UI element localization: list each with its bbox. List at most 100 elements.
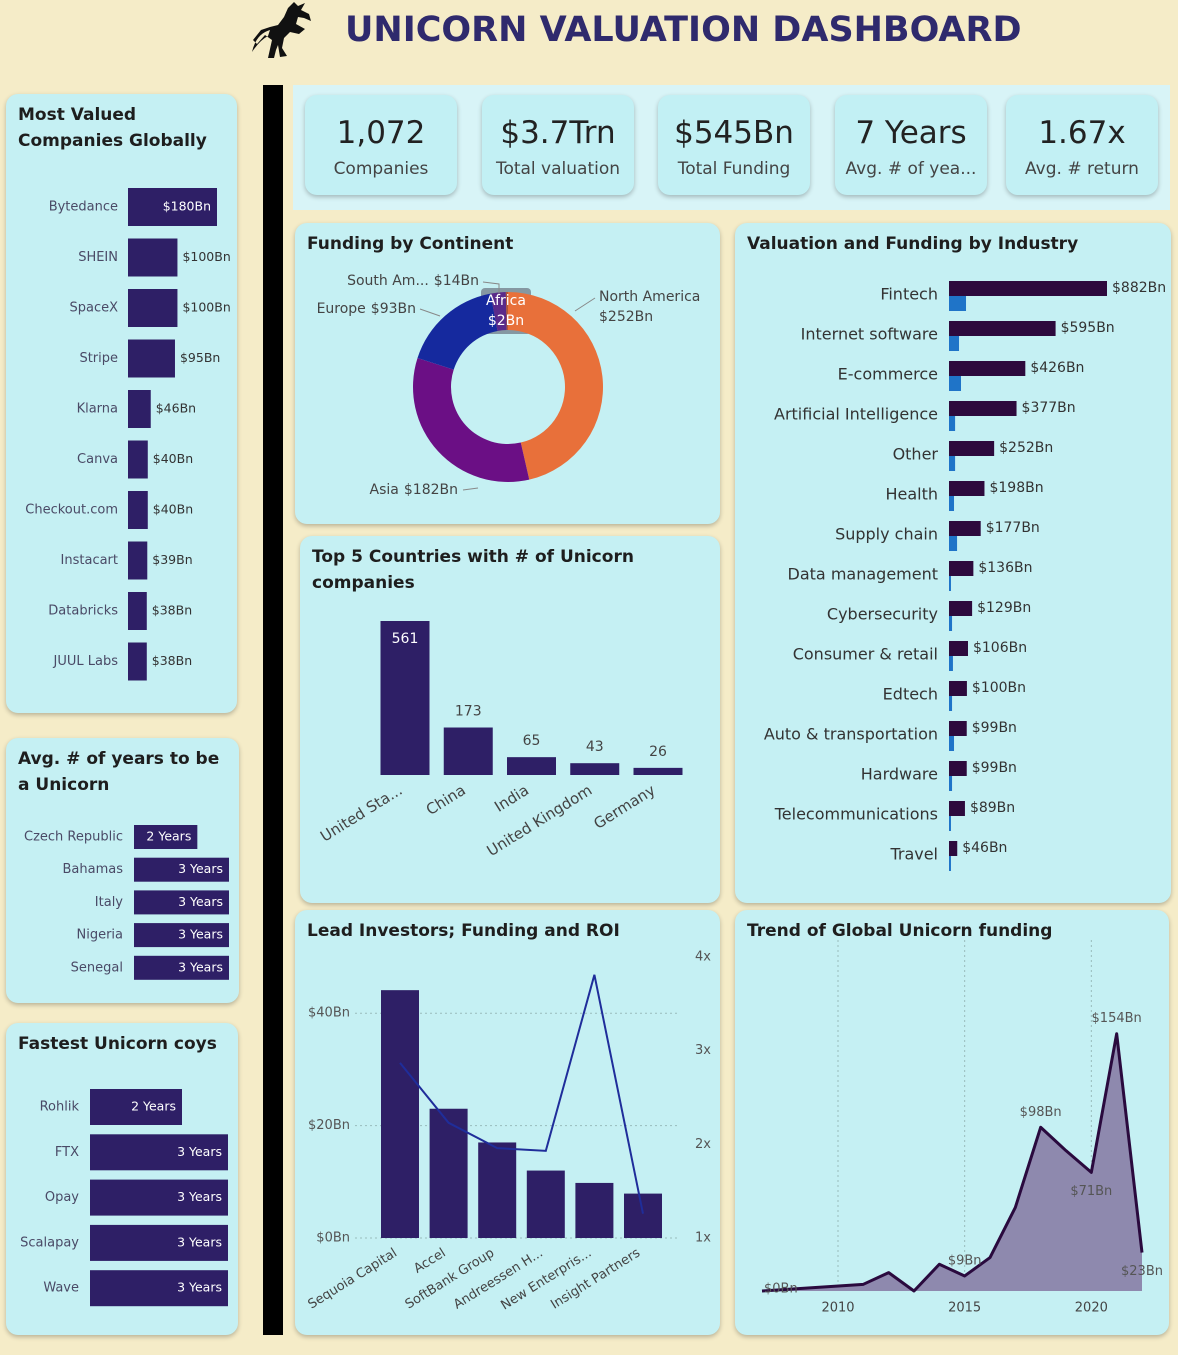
kpi-value: 1.67x xyxy=(1038,115,1126,151)
x-tick-label: United Kingdom xyxy=(484,781,596,860)
category-label: Cybersecurity xyxy=(827,605,938,624)
bar xyxy=(949,561,974,576)
chart-title: Avg. # of years to be a Unicorn xyxy=(18,749,220,795)
value-label: $100Bn xyxy=(182,300,230,315)
bar xyxy=(949,696,953,711)
value-label: $0Bn xyxy=(764,1282,798,1297)
slice-label-group: Europe $93Bn xyxy=(317,301,416,317)
panel: Rohlik 2 Years FTX 3 Years Opay 3 Years Scalap… xyxy=(6,1023,238,1335)
slice-label: Asia xyxy=(370,482,399,498)
chart: 2010 2015 2020 $0Bn $9Bn $98Bn $71Bn $154Bn $23B… xyxy=(761,940,1163,1316)
kpi-value: 7 Years xyxy=(855,115,967,151)
kpi-value: $3.7Trn xyxy=(500,115,616,151)
category-label: Scalapay xyxy=(20,1235,79,1250)
slice-label: Europe xyxy=(317,301,366,317)
bar xyxy=(949,481,985,496)
leader-line xyxy=(462,487,479,491)
category-label: Wave xyxy=(43,1281,79,1296)
bar xyxy=(949,521,981,536)
value-label: $100Bn xyxy=(972,680,1026,696)
value-label: $38Bn xyxy=(152,603,192,618)
value-label: 3 Years xyxy=(178,894,223,909)
value-label: $9Bn xyxy=(948,1253,982,1268)
panel: 2010 2015 2020 $0Bn $9Bn $98Bn $71Bn $154Bn $23B… xyxy=(735,910,1169,1335)
chart-title: Most Valued Companies Globally xyxy=(18,105,207,151)
slice-label: Africa xyxy=(486,293,526,309)
chart-title: Fastest Unicorn coys xyxy=(18,1034,217,1054)
slice-value: $2Bn xyxy=(488,313,524,329)
bar xyxy=(949,321,1056,336)
value-label: 3 Years xyxy=(177,1144,222,1159)
bar xyxy=(90,1224,228,1261)
y-tick-label: $20Bn xyxy=(308,1118,350,1133)
kpi-label: Avg. # return xyxy=(1025,159,1139,179)
bar xyxy=(633,767,683,775)
value-label: 2 Years xyxy=(131,1099,176,1114)
bar xyxy=(134,890,229,915)
bar xyxy=(90,1179,228,1216)
donut-slice xyxy=(417,293,498,370)
value-label: 65 xyxy=(523,733,541,749)
bar xyxy=(128,440,148,479)
value-label: $198Bn xyxy=(989,480,1043,496)
panel: Fintech $882Bn Internet software $595Bn E-co… xyxy=(735,223,1171,903)
bar xyxy=(90,1134,228,1171)
bar xyxy=(134,825,198,849)
dashboard-title: UNICORN VALUATION DASHBOARD xyxy=(345,10,1022,50)
value-label: 3 Years xyxy=(178,959,223,974)
category-label: Hardware xyxy=(861,765,938,784)
bar xyxy=(949,336,960,351)
x-tick-label: China xyxy=(423,781,469,819)
value-label: $595Bn xyxy=(1061,320,1115,336)
x-tick-label: India xyxy=(491,781,532,816)
bar xyxy=(134,857,229,882)
value-label: $136Bn xyxy=(978,560,1032,576)
bar xyxy=(949,416,956,431)
value-label: 26 xyxy=(649,744,667,760)
bar xyxy=(949,361,1026,376)
kpi-label: Total valuation xyxy=(495,159,621,179)
bar xyxy=(128,592,147,630)
bar xyxy=(128,390,151,428)
bar xyxy=(128,642,147,681)
category-label: Klarna xyxy=(77,402,118,417)
horse xyxy=(252,2,311,58)
value-label: $377Bn xyxy=(1022,400,1076,416)
bar xyxy=(128,188,217,226)
panel: North America $252Bn Asia $182Bn Europe $93Bn… xyxy=(295,223,720,524)
x-tick-label: Accel xyxy=(411,1246,448,1277)
value-label: $129Bn xyxy=(977,600,1031,616)
divider xyxy=(263,85,283,1335)
panel: $0Bn $20Bn $40Bn 1x 2x 3x 4x Sequoia Capital Acc… xyxy=(295,910,720,1335)
y2-tick-label: 2x xyxy=(695,1137,711,1152)
x-tick-label: Insight Partners xyxy=(548,1246,643,1313)
bar xyxy=(949,736,955,751)
value-label: $106Bn xyxy=(973,640,1027,656)
value-label: $40Bn xyxy=(153,502,193,517)
kpi-card: $545Bn Total Funding xyxy=(658,95,810,195)
kpi-value: $545Bn xyxy=(674,115,794,151)
bar xyxy=(128,541,148,580)
value-label: 173 xyxy=(455,704,482,720)
value-label: $252Bn xyxy=(999,440,1053,456)
value-label: 2 Years xyxy=(146,829,191,844)
category-label: Fintech xyxy=(880,285,938,304)
category-label: Other xyxy=(893,445,939,464)
chart: 561 United Sta... 173 China 65 India 43 United … xyxy=(317,621,683,860)
bar xyxy=(128,339,175,378)
value-label: 3 Years xyxy=(178,927,223,942)
bar xyxy=(949,401,1017,416)
bar xyxy=(381,990,419,1238)
bar xyxy=(949,281,1107,296)
kpi-label: Avg. # of yea... xyxy=(845,159,977,179)
category-label: Artificial Intelligence xyxy=(774,405,938,424)
category-label: Instacart xyxy=(61,553,118,568)
value-label: $71Bn xyxy=(1070,1184,1112,1199)
value-label: 43 xyxy=(586,739,604,755)
chart: $0Bn $20Bn $40Bn 1x 2x 3x 4x Sequoia Capital Acc… xyxy=(306,950,712,1314)
bar xyxy=(134,923,229,948)
value-label: $89Bn xyxy=(970,800,1015,816)
x-tick-label: Sequoia Capital xyxy=(306,1246,400,1313)
kpi-card: $3.7Trn Total valuation xyxy=(482,95,634,195)
